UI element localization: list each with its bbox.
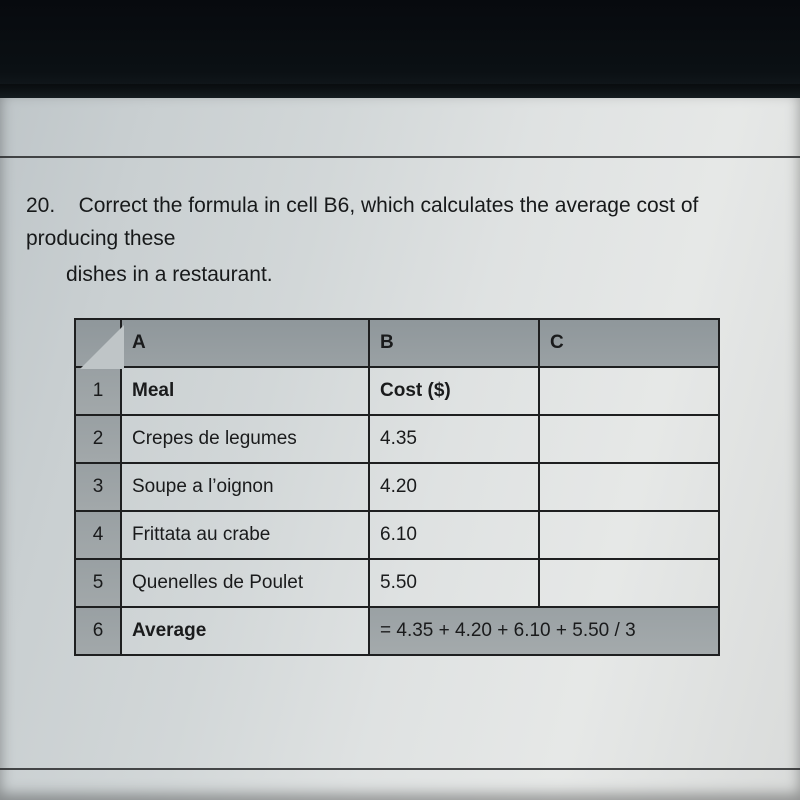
row-number: 1 [75, 367, 121, 415]
cell-c3 [539, 463, 719, 511]
cell-b1: Cost ($) [369, 367, 539, 415]
table-row-average: 6 Average = 4.35 + 4.20 + 6.10 + 5.50 / … [75, 607, 719, 655]
cell-a3: Soupe a l’oignon [121, 463, 369, 511]
cell-a2: Crepes de legumes [121, 415, 369, 463]
cell-b4: 6.10 [369, 511, 539, 559]
cell-c5 [539, 559, 719, 607]
table-row: 5 Quenelles de Poulet 5.50 [75, 559, 719, 607]
paper-sheet: 20. Correct the formula in cell B6, whic… [0, 98, 800, 800]
table-row: 2 Crepes de legumes 4.35 [75, 415, 719, 463]
cell-b5: 5.50 [369, 559, 539, 607]
spreadsheet-table-wrap: A B C 1 Meal Cost ($) 2 Crepes de leg [74, 318, 718, 656]
cell-b3: 4.20 [369, 463, 539, 511]
cell-a5: Quenelles de Poulet [121, 559, 369, 607]
col-header-a: A [121, 319, 369, 367]
spreadsheet-table: A B C 1 Meal Cost ($) 2 Crepes de leg [74, 318, 720, 656]
corner-cell [75, 319, 121, 367]
cell-b6-formula: = 4.35 + 4.20 + 6.10 + 5.50 / 3 [369, 607, 719, 655]
row-number: 6 [75, 607, 121, 655]
photo-background: 20. Correct the formula in cell B6, whic… [0, 0, 800, 800]
select-all-icon [80, 324, 124, 370]
row-number: 2 [75, 415, 121, 463]
table-header-row: A B C [75, 319, 719, 367]
cell-c2 [539, 415, 719, 463]
question-block: 20. Correct the formula in cell B6, whic… [26, 190, 774, 292]
cell-a6-average-label: Average [121, 607, 369, 655]
cell-c4 [539, 511, 719, 559]
col-header-c: C [539, 319, 719, 367]
table-row: 3 Soupe a l’oignon 4.20 [75, 463, 719, 511]
row-number: 3 [75, 463, 121, 511]
question-number: 20. [26, 194, 55, 217]
rule-line-top [0, 156, 800, 158]
table-row: 4 Frittata au crabe 6.10 [75, 511, 719, 559]
question-line1: Correct the formula in cell B6, which ca… [26, 194, 698, 250]
cell-b2: 4.35 [369, 415, 539, 463]
row-number: 5 [75, 559, 121, 607]
table-row: 1 Meal Cost ($) [75, 367, 719, 415]
cell-a1: Meal [121, 367, 369, 415]
cell-a4: Frittata au crabe [121, 511, 369, 559]
row-number: 4 [75, 511, 121, 559]
question-line2: dishes in a restaurant. [66, 259, 774, 292]
content-area: 20. Correct the formula in cell B6, whic… [26, 190, 774, 656]
col-header-b: B [369, 319, 539, 367]
rule-line-bottom [0, 768, 800, 770]
cell-c1 [539, 367, 719, 415]
